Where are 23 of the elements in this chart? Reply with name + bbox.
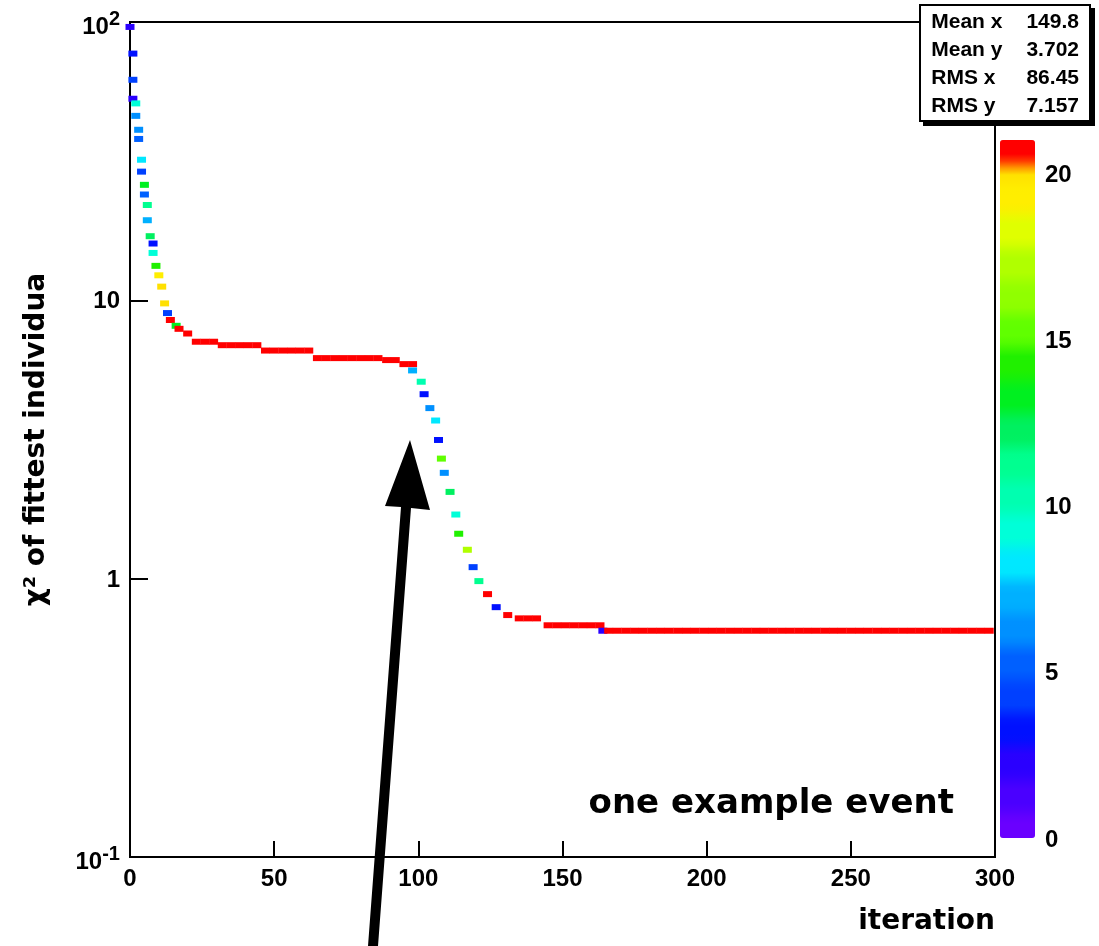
annotation: Mean x 149.8 xyxy=(931,8,1079,34)
x-axis-title: iteration xyxy=(858,902,995,936)
text: RMS y 7.157 xyxy=(931,93,1079,116)
y-axis-title: χ² of fittest individua xyxy=(17,272,51,607)
x-tick-label: 300 xyxy=(974,863,1016,891)
color-bar-label: 0 xyxy=(1045,824,1059,852)
annotation: Mean y 3.702 xyxy=(931,36,1079,62)
annotation: one example event xyxy=(588,781,954,821)
color-bar-label: 5 xyxy=(1045,658,1059,686)
x-tick-label: 100 xyxy=(398,863,439,891)
y-tick-label: 10$^{2}$ xyxy=(82,6,120,40)
x-tick-label: 50 xyxy=(260,863,288,891)
y-tick-label: 1 xyxy=(106,564,120,593)
x-tick-label: 150 xyxy=(542,863,583,891)
x-tick-label: 0 xyxy=(123,863,137,891)
text: RMS x 86.45 xyxy=(931,65,1079,88)
y-tick-label: 10$^{-1}$ xyxy=(75,841,120,875)
x-tick-label: 200 xyxy=(686,863,727,891)
color-bar-label: 20 xyxy=(1045,159,1072,187)
color-bar-label: 10 xyxy=(1045,492,1072,520)
y-tick-label: 10 xyxy=(93,286,120,315)
x-tick-label: 250 xyxy=(830,863,871,891)
color-bar-label: 15 xyxy=(1045,325,1072,353)
